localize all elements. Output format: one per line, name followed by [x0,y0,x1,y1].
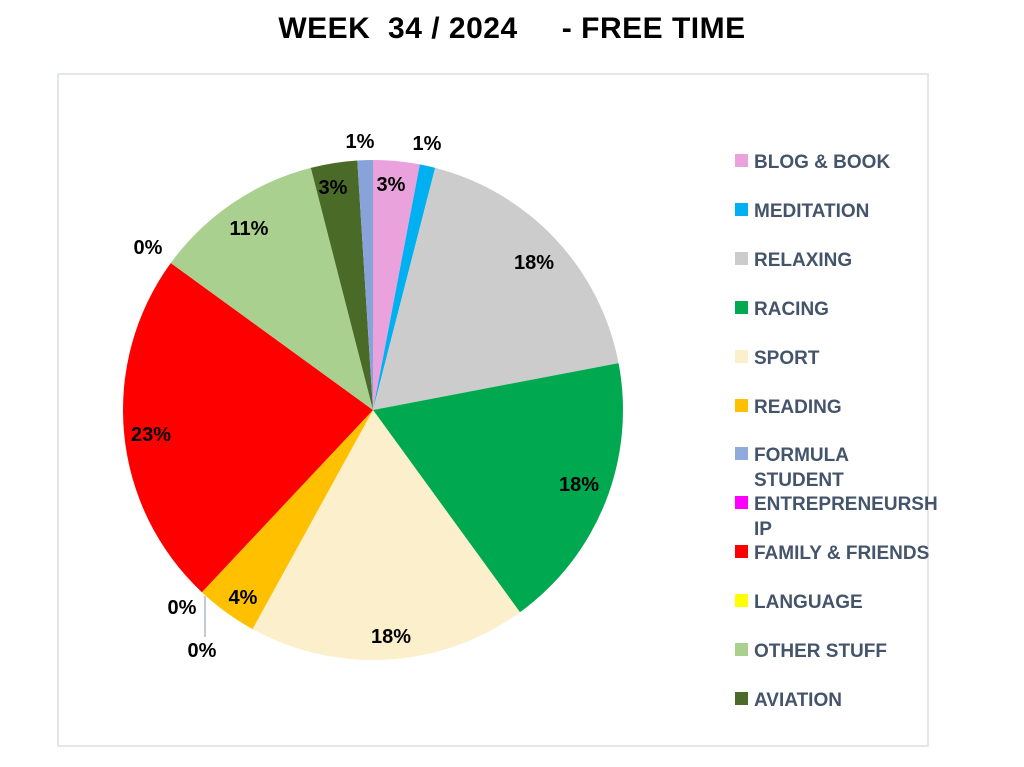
legend-swatch-reading [735,399,748,412]
legend-swatch-family-friends [735,545,748,558]
legend-item-entrepreneursh-ip: ENTREPRENEURSH IP [735,492,938,542]
legend-swatch-aviation [735,692,748,705]
pie-label-language: 0% [134,237,163,259]
legend-item-family-friends: FAMILY & FRIENDS [735,541,935,566]
pie-label-family-friends: 23% [131,424,171,446]
legend-swatch-other-stuff [735,643,748,656]
legend-item-aviation: AVIATION [735,688,935,713]
legend-swatch-sport [735,350,748,363]
legend-item-other-stuff: OTHER STUFF [735,639,935,664]
legend-item-meditation: MEDITATION [735,199,935,224]
legend-label-entrepreneursh-ip: ENTREPRENEURSH IP [754,494,938,540]
legend-label-formula-student: FORMULA STUDENT [754,445,849,491]
legend-swatch-relaxing [735,252,748,265]
legend-swatch-formula-student [735,447,748,460]
pie-label-blog-book: 3% [377,174,406,196]
legend-label-racing: RACING [754,299,829,320]
legend-swatch-entrepreneursh-ip [735,496,748,509]
pie-slice-sport [252,410,520,661]
legend-label-language: LANGUAGE [754,592,863,613]
pie-label-meditation: 1% [413,133,442,155]
legend-swatch-blog-book [735,154,748,167]
legend-label-other-stuff: OTHER STUFF [754,641,887,662]
legend-label-reading: READING [754,397,842,418]
legend-item-language: LANGUAGE [735,590,935,615]
pie-slice-other-stuff [170,167,373,410]
pie-label-reading: 4% [229,587,258,609]
pie-slice-meditation [373,164,436,410]
chart-title: WEEK 34 / 2024 - FREE TIME [278,12,746,45]
legend-label-aviation: AVIATION [754,690,842,711]
legend-label-sport: SPORT [754,348,820,369]
pie-label-aviation: 3% [319,177,348,199]
pie-label-other-stuff: 11% [230,218,269,240]
pie-slice-reading [201,410,373,630]
legend-item-reading: READING [735,395,935,420]
pie-slice-aviation [310,160,373,410]
legend-item-formula-student: FORMULA STUDENT [735,443,935,493]
pie-label-racing: 18% [559,474,599,496]
legend-item-blog-book: BLOG & BOOK [735,150,935,175]
legend-swatch-language [735,594,748,607]
pie-slice-racing [373,363,623,613]
pie-label-sport: 18% [371,626,411,648]
legend-swatch-meditation [735,203,748,216]
legend-item-racing: RACING [735,297,935,322]
pie-slice-relaxing [373,167,619,410]
legend-swatch-racing [735,301,748,314]
pie-label-unlabeled: 1% [346,131,375,153]
legend-item-sport: SPORT [735,346,935,371]
legend-label-relaxing: RELAXING [754,250,853,271]
legend: BLOG & BOOK MEDITATION RELAXING RACING SPORT… [735,0,938,767]
legend-item-relaxing: RELAXING [735,248,935,273]
legend-label-meditation: MEDITATION [754,201,870,222]
pie-slice-blog-book [373,160,420,410]
pie-label-entrepreneurship: 0% [188,640,217,662]
legend-label-family-friends: FAMILY & FRIENDS [754,543,930,564]
legend-label-blog-book: BLOG & BOOK [754,152,891,173]
pie-label-relaxing: 18% [514,252,554,274]
pie-slice-family-friends [123,263,373,593]
pie-slice-unlabeled [357,159,373,410]
pie-label-formula-student: 0% [168,597,197,619]
